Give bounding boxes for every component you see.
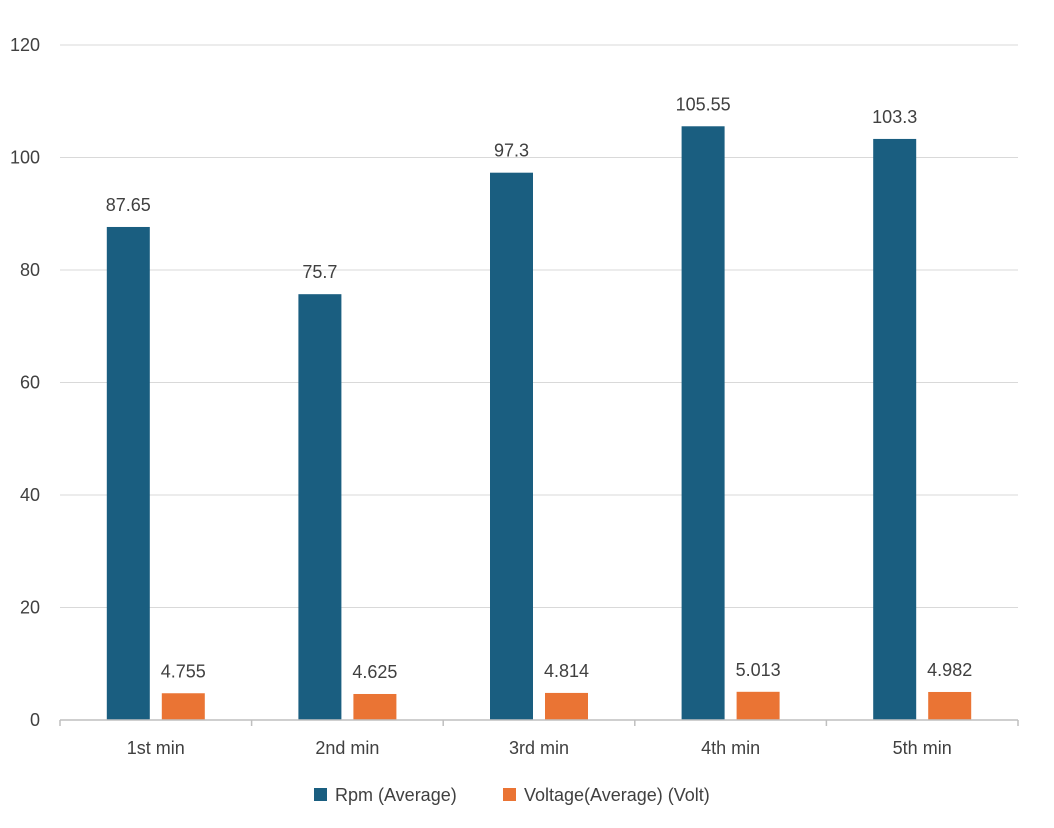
data-labels: 87.65 4.755 75.7 4.625 97.3 4.814 105.55 5.013 1… [106,94,972,682]
data-label: 4.755 [161,661,206,681]
bar-series2-3 [545,692,588,720]
y-axis-ticks: 0 20 40 60 80 100 120 [10,35,40,730]
bar-series1-4 [681,126,725,720]
y-tick-label: 120 [10,35,40,55]
legend-swatch [314,788,327,801]
bar-series2-1 [161,693,205,720]
y-tick-label: 0 [30,710,40,730]
y-tick-label: 100 [10,148,40,168]
bar-series1-3 [490,172,533,720]
bar-series1-1 [106,226,150,720]
bar-series1-2 [298,294,342,720]
x-tick-label: 3rd min [509,738,569,758]
data-label: 4.814 [544,661,589,681]
y-tick-label: 80 [20,260,40,280]
y-tick-label: 40 [20,485,40,505]
gridlines [60,44,1018,608]
bar-series2-2 [353,693,397,720]
legend-label: Rpm (Average) [335,785,457,805]
x-axis-ticks: 1st min 2nd min 3rd min 4th min 5th min [127,738,952,758]
data-label: 4.982 [927,660,972,680]
data-label: 5.013 [736,660,781,680]
data-label: 4.625 [352,662,397,682]
data-label: 87.65 [106,195,151,215]
legend-label: Voltage(Average) (Volt) [524,785,710,805]
x-tick-label: 5th min [893,738,952,758]
y-tick-label: 20 [20,598,40,618]
x-tick-label: 2nd min [315,738,379,758]
legend: Rpm (Average) Voltage(Average) (Volt) [314,785,710,805]
legend-swatch [503,788,516,801]
x-tick-label: 1st min [127,738,185,758]
data-label: 105.55 [676,94,731,114]
bar-series1-5 [873,138,917,720]
bars [106,126,972,720]
x-tick-label: 4th min [701,738,760,758]
data-label: 103.3 [872,107,917,127]
bar-series2-5 [928,691,972,720]
bar-series2-4 [736,691,780,720]
data-label: 97.3 [494,141,529,161]
x-axis [59,719,1019,726]
y-tick-label: 60 [20,373,40,393]
data-label: 75.7 [302,262,337,282]
